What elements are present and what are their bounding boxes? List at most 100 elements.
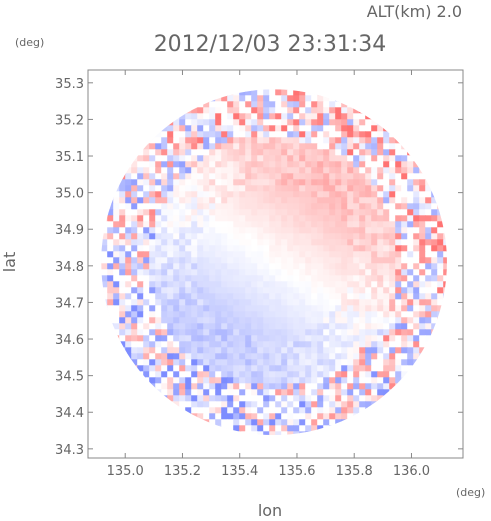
velocity-cell — [257, 167, 264, 174]
velocity-cell — [269, 233, 276, 240]
velocity-cell — [257, 209, 264, 216]
velocity-cell — [353, 341, 360, 348]
velocity-cell — [269, 335, 276, 342]
velocity-cell — [245, 215, 252, 222]
velocity-cell — [251, 221, 258, 228]
velocity-cell — [239, 425, 246, 432]
velocity-cell — [371, 401, 378, 408]
velocity-cell — [149, 275, 156, 282]
velocity-cell — [395, 317, 402, 324]
velocity-cell — [197, 323, 204, 330]
velocity-cell — [317, 161, 324, 168]
velocity-cell — [371, 389, 378, 396]
velocity-cell — [371, 275, 378, 282]
velocity-cell — [329, 317, 336, 324]
velocity-cell — [371, 143, 378, 150]
velocity-cell — [191, 281, 198, 288]
velocity-cell — [299, 263, 306, 270]
velocity-cell — [311, 257, 318, 264]
velocity-cell — [197, 233, 204, 240]
velocity-cell — [299, 383, 306, 390]
velocity-cell — [143, 185, 150, 192]
velocity-cell — [155, 203, 162, 210]
velocity-cell — [197, 185, 204, 192]
velocity-cell — [251, 227, 258, 234]
velocity-cell — [341, 101, 348, 108]
velocity-cell — [269, 179, 276, 186]
velocity-cell — [359, 263, 366, 270]
velocity-cell — [377, 161, 384, 168]
velocity-cell — [323, 281, 330, 288]
velocity-cell — [263, 131, 270, 138]
velocity-cell — [329, 137, 336, 144]
velocity-cell — [371, 209, 378, 216]
velocity-cell — [107, 269, 114, 276]
velocity-cell — [287, 143, 294, 150]
velocity-cell — [113, 305, 120, 312]
velocity-cell — [341, 167, 348, 174]
velocity-cell — [353, 305, 360, 312]
velocity-cell — [245, 323, 252, 330]
velocity-cell — [191, 269, 198, 276]
velocity-cell — [131, 329, 138, 336]
velocity-cell — [389, 293, 396, 300]
velocity-cell — [329, 269, 336, 276]
velocity-cell — [209, 239, 216, 246]
velocity-cell — [395, 209, 402, 216]
velocity-cell — [167, 359, 174, 366]
velocity-cell — [263, 383, 270, 390]
velocity-cell — [143, 311, 150, 318]
velocity-cell — [317, 233, 324, 240]
velocity-cell — [335, 299, 342, 306]
velocity-cell — [227, 305, 234, 312]
velocity-cell — [299, 275, 306, 282]
velocity-cell — [101, 233, 108, 240]
velocity-cell — [173, 155, 180, 162]
velocity-cell — [263, 113, 270, 120]
velocity-cell — [329, 245, 336, 252]
velocity-cell — [137, 227, 144, 234]
velocity-cell — [233, 95, 240, 102]
velocity-cell — [221, 323, 228, 330]
velocity-cell — [155, 293, 162, 300]
velocity-cell — [293, 89, 300, 96]
velocity-cell — [161, 305, 168, 312]
velocity-cell — [143, 221, 150, 228]
velocity-cell — [329, 113, 336, 120]
velocity-cell — [203, 311, 210, 318]
velocity-cell — [209, 179, 216, 186]
velocity-cell — [443, 227, 447, 234]
velocity-cell — [275, 233, 282, 240]
velocity-cell — [263, 185, 270, 192]
velocity-cell — [419, 269, 426, 276]
velocity-cell — [191, 215, 198, 222]
velocity-cell — [203, 191, 210, 198]
velocity-cell — [161, 233, 168, 240]
velocity-cell — [389, 371, 396, 378]
velocity-cell — [191, 233, 198, 240]
velocity-cell — [209, 227, 216, 234]
velocity-cell — [251, 143, 258, 150]
velocity-cell — [263, 263, 270, 270]
velocity-cell — [245, 329, 252, 336]
velocity-cell — [143, 179, 150, 186]
velocity-cell — [149, 155, 156, 162]
velocity-cell — [317, 305, 324, 312]
velocity-cell — [329, 311, 336, 318]
velocity-cell — [233, 89, 240, 96]
velocity-cell — [131, 347, 138, 354]
velocity-cell — [173, 233, 180, 240]
velocity-cell — [275, 431, 282, 436]
velocity-cell — [173, 257, 180, 264]
velocity-cell — [257, 419, 264, 426]
velocity-cell — [149, 143, 156, 150]
x-axis-ticks: 135.0 135.2 135.4 135.6 135.8 136.0 — [107, 70, 430, 479]
velocity-cell — [269, 341, 276, 348]
velocity-cell — [371, 365, 378, 372]
velocity-cell — [125, 251, 132, 258]
velocity-cell — [239, 101, 246, 108]
velocity-cell — [317, 101, 324, 108]
velocity-cell — [407, 323, 414, 330]
y-tick-label: 34.9 — [55, 223, 84, 238]
velocity-cell — [173, 143, 180, 150]
